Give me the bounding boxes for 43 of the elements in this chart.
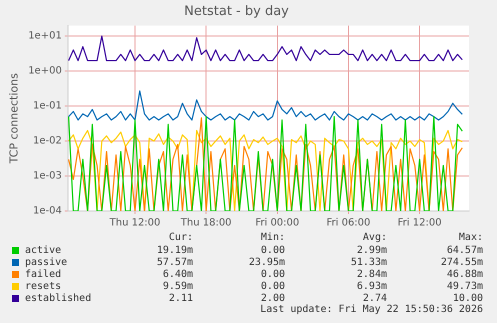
y-tick-label: 1e+00 bbox=[28, 66, 62, 77]
text: Min: bbox=[260, 232, 285, 244]
text: 2.84m bbox=[356, 268, 387, 280]
text: 9.59m bbox=[162, 280, 193, 292]
x-tick-label: Thu 12:00 bbox=[108, 218, 160, 229]
text: 51.33m bbox=[350, 256, 387, 268]
text: 23.95m bbox=[248, 256, 285, 268]
text: 6.40m bbox=[162, 268, 193, 280]
text: 2.99m bbox=[356, 244, 387, 256]
text: Max: bbox=[458, 232, 483, 244]
text: 2.74 bbox=[362, 292, 387, 304]
text: 2.11 bbox=[168, 292, 193, 304]
y-tick-label: 1e+01 bbox=[28, 30, 62, 42]
legend-label: passive bbox=[25, 256, 68, 268]
text: 6.93m bbox=[356, 280, 387, 292]
text: 0.00 bbox=[260, 280, 285, 292]
text: 57.57m bbox=[156, 256, 193, 268]
x-tick-label: Fri 06:00 bbox=[326, 218, 370, 229]
x-tick-label: Fri 00:00 bbox=[255, 218, 300, 229]
x-tick-label: Thu 18:00 bbox=[180, 218, 232, 229]
text: 46.88m bbox=[446, 268, 483, 280]
y-axis-title: TCP connections bbox=[7, 72, 20, 164]
y-tick-label: 1e-04 bbox=[32, 206, 62, 217]
text: 0.00 bbox=[260, 244, 285, 256]
text: 64.57m bbox=[446, 244, 483, 256]
legend-label: failed bbox=[25, 268, 62, 280]
y-tick-label: 1e-03 bbox=[32, 170, 62, 182]
text: Cur: bbox=[168, 232, 193, 244]
y-tick-label: 1e-01 bbox=[32, 100, 62, 112]
chart-title: Netstat - by day bbox=[184, 4, 290, 20]
legend-label: active bbox=[25, 244, 62, 256]
legend-label: established bbox=[25, 292, 92, 304]
text: Avg: bbox=[362, 232, 387, 244]
text: 0.00 bbox=[260, 268, 285, 280]
text: Last update: Fri May 22 15:50:36 2026 bbox=[259, 304, 483, 316]
text: 2.00 bbox=[260, 292, 285, 304]
legend-label: resets bbox=[25, 280, 62, 292]
text: 274.55m bbox=[440, 256, 483, 268]
text: 19.19m bbox=[156, 244, 193, 256]
x-tick-label: Fri 12:00 bbox=[398, 218, 442, 229]
text: 49.73m bbox=[446, 280, 483, 292]
text: 10.00 bbox=[452, 292, 483, 304]
y-tick-label: 1e-02 bbox=[32, 136, 62, 147]
